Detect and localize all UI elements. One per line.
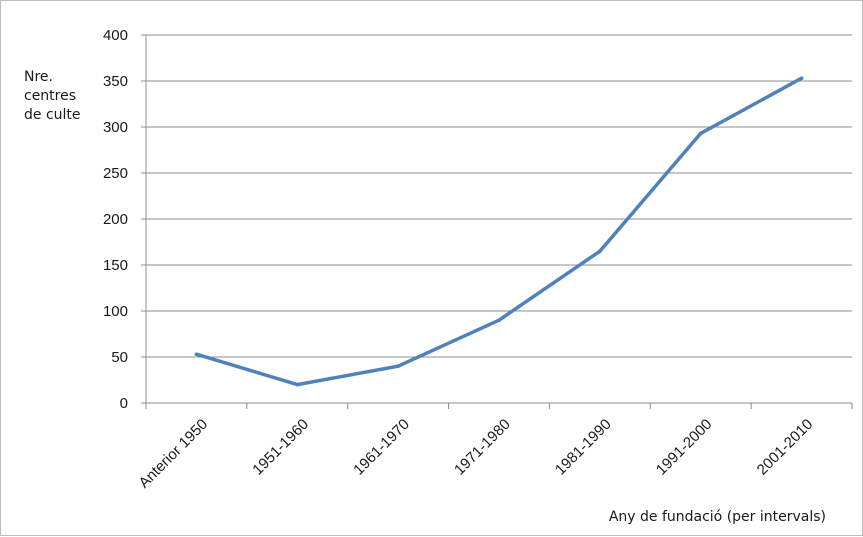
y-tick-label: 250 [103, 165, 128, 182]
series-line [194, 76, 804, 387]
y-tick-label: 200 [103, 211, 128, 228]
y-axis-title: Nre. centres de culte [24, 69, 81, 123]
data-point [598, 249, 602, 253]
x-tick-label: 1991-2000 [653, 416, 716, 479]
x-tick-label: Anterior 1950 [136, 416, 212, 492]
x-tick-labels: Anterior 1950 1951-1960 1961-1970 1971-1980… [136, 416, 817, 492]
data-point [194, 352, 199, 357]
data-point [295, 382, 300, 387]
x-axis-title: Any de fundació (per intervals) [609, 509, 826, 525]
data-point [698, 131, 703, 136]
x-tick-label: 1951-1960 [249, 416, 312, 479]
data-point [497, 318, 501, 323]
y-tick-label: 400 [103, 27, 128, 44]
data-point [396, 364, 400, 369]
gridlines [146, 34, 852, 358]
y-tick-labels: 0 50 100 150 200 250 300 350 400 [103, 27, 128, 412]
x-tick-label: 1971-1980 [451, 416, 514, 479]
axes [141, 34, 853, 409]
x-tick-label: 1961-1970 [350, 416, 413, 479]
series [194, 76, 804, 387]
axis-titles: Nre. centres de culte Any de fundació (per… [24, 69, 826, 525]
x-tick-label: 1981-1990 [552, 416, 615, 479]
y-axis-title-line: Nre. [24, 69, 53, 85]
y-tick-label: 50 [111, 349, 128, 366]
y-tick-label: 0 [120, 395, 128, 412]
y-tick-label: 300 [103, 119, 128, 136]
y-axis-title-line: de culte [24, 107, 81, 123]
y-tick-label: 150 [103, 257, 128, 274]
x-tick-label: 2001-2010 [754, 416, 817, 479]
data-point [799, 76, 804, 81]
y-tick-label: 350 [103, 73, 128, 90]
y-axis-title-line: centres [24, 88, 76, 104]
y-tick-label: 100 [103, 303, 128, 320]
